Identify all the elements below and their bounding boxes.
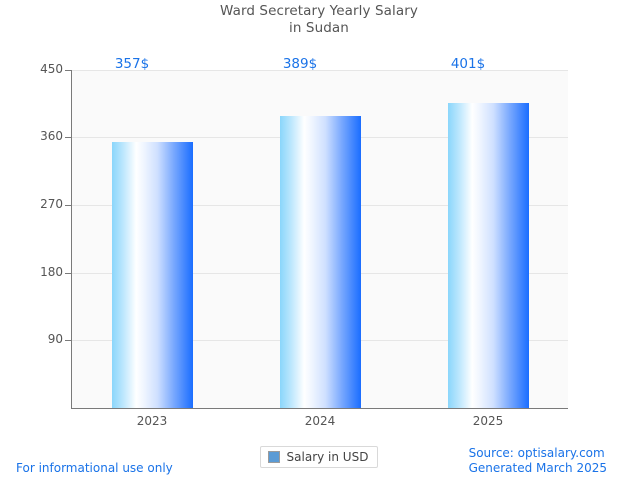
bar-value-label-2023: 357$ (114, 56, 150, 72)
chart-title: Ward Secretary Yearly Salary in Sudan (0, 3, 638, 37)
bar-2024 (280, 116, 361, 408)
legend-label-salary: Salary in USD (286, 450, 369, 464)
bar-value-label-2024: 389$ (282, 56, 318, 72)
y-tick-label-180: 180 (40, 265, 63, 279)
bar-value-label-2025: 401$ (450, 56, 486, 72)
y-axis-line (71, 70, 72, 409)
bar-2025 (448, 103, 529, 408)
y-tick-label-270: 270 (40, 197, 63, 211)
source-text: Source: optisalary.com (468, 446, 605, 460)
x-axis-line (71, 408, 568, 409)
y-tick-mark-450 (65, 70, 71, 71)
y-tick-label-90: 90 (47, 332, 63, 346)
legend-swatch-icon (267, 451, 280, 463)
disclaimer-text: For informational use only (16, 461, 173, 475)
plot-area (71, 70, 568, 408)
y-tick-label-360: 360 (40, 129, 63, 143)
x-tick-label-2023: 2023 (136, 414, 168, 428)
y-tick-mark-360 (65, 137, 71, 138)
chart-legend: Salary in USD (0, 446, 638, 468)
y-tick-label-450: 450 (40, 62, 63, 76)
y-tick-mark-180 (65, 273, 71, 274)
chart-title-line1: Ward Secretary Yearly Salary (219, 3, 418, 19)
y-tick-mark-90 (65, 340, 71, 341)
chart-title-line2: in Sudan (289, 20, 349, 36)
generated-text: Generated March 2025 (468, 461, 607, 475)
x-tick-label-2025: 2025 (472, 414, 504, 428)
gridline-450 (71, 70, 568, 71)
source-block: Source: optisalary.com Generated March 2… (469, 446, 607, 476)
legend-item-salary[interactable]: Salary in USD (259, 446, 379, 468)
y-tick-mark-270 (65, 205, 71, 206)
y-axis-labels: 450 360 270 180 90 (8, 0, 63, 478)
bar-2023 (112, 142, 193, 408)
x-tick-label-2024: 2024 (304, 414, 336, 428)
